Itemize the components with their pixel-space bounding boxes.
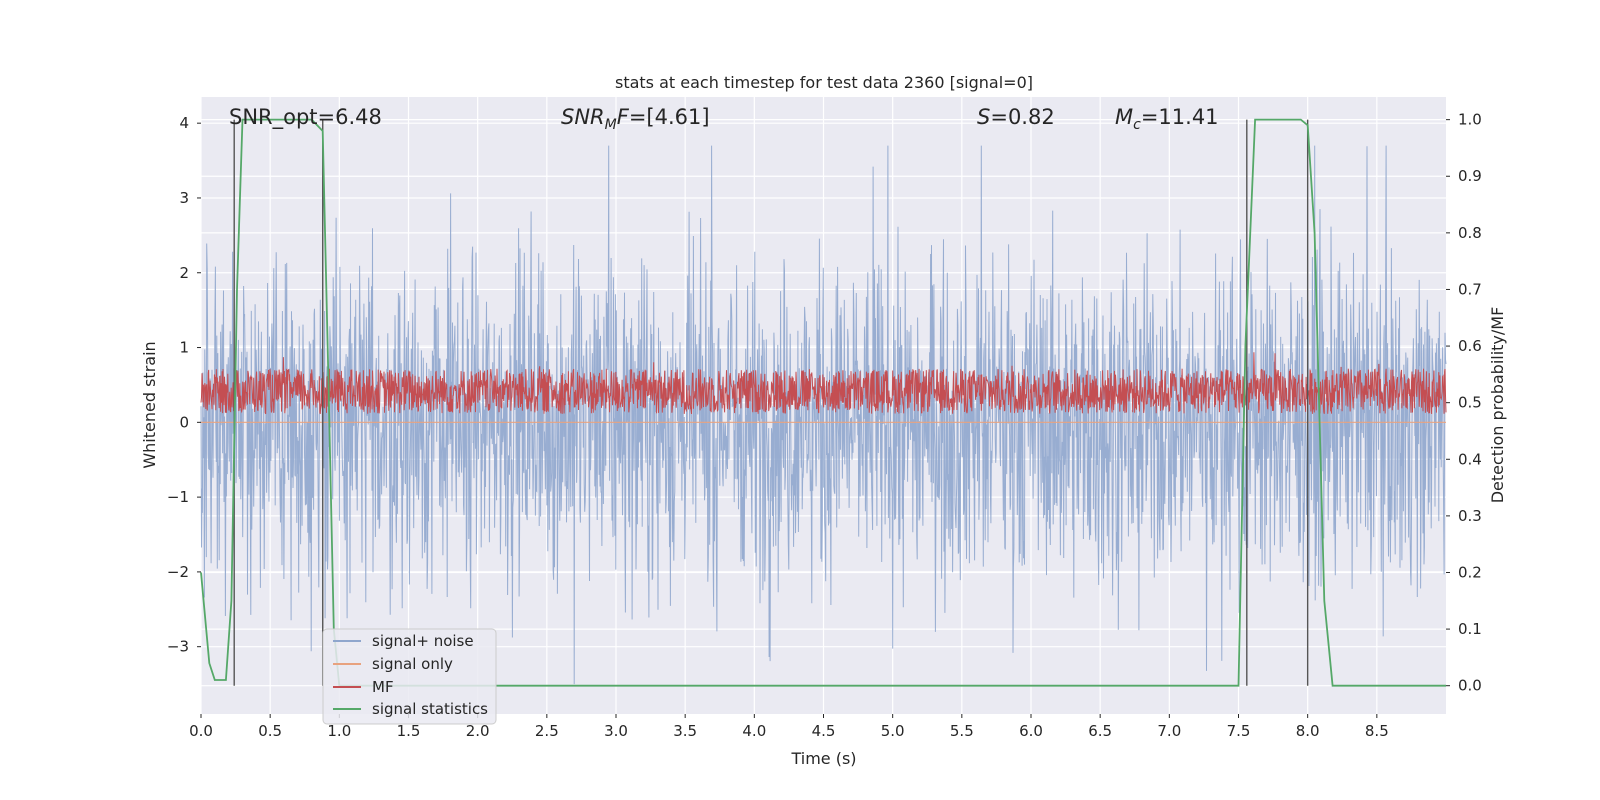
y-right-tick-label: 0.0 <box>1458 677 1482 695</box>
y-left-tick-label: 3 <box>179 189 189 207</box>
y-left-tick-label: 4 <box>179 114 189 132</box>
x-tick-label: 2.5 <box>535 722 559 740</box>
chart-title: stats at each timestep for test data 236… <box>615 73 1033 92</box>
x-tick-label: 2.0 <box>466 722 490 740</box>
x-tick-label: 0.5 <box>258 722 282 740</box>
x-tick-label: 3.5 <box>673 722 697 740</box>
y-left-tick-label: 1 <box>179 339 189 357</box>
mf-line <box>200 352 1447 415</box>
x-axis-label: Time (s) <box>790 749 856 768</box>
y-right-axis-label: Detection probability/MF <box>1488 307 1507 504</box>
annotation-s: S=0.82 <box>977 105 1055 129</box>
signal-noise-series <box>200 145 1447 685</box>
signal-noise-line <box>200 145 1447 685</box>
y-right-tick-label: 0.4 <box>1458 450 1482 468</box>
x-tick-label: 4.5 <box>812 722 836 740</box>
y-left-axis-ticks: 4 3 2 1 0 −1 −2 −3 <box>167 114 201 656</box>
x-tick-label: 8.0 <box>1296 722 1320 740</box>
x-axis-ticks: 0.0 0.5 1.0 1.5 2.0 2.5 3.0 3.5 4.0 4.5 5.0 5.5 6.0 6… <box>189 714 1389 740</box>
legend: signal+ noise signal only MF signal stat… <box>322 628 497 725</box>
annotation-snr-opt: SNR_opt=6.48 <box>229 105 382 130</box>
x-tick-label: 3.0 <box>604 722 628 740</box>
y-right-tick-label: 0.1 <box>1458 620 1482 638</box>
y-left-tick-label: 2 <box>179 264 189 282</box>
legend-label-noise: signal+ noise <box>372 632 474 650</box>
y-right-tick-label: 0.6 <box>1458 337 1482 355</box>
x-tick-label: 5.0 <box>881 722 905 740</box>
x-tick-label: 6.5 <box>1088 722 1112 740</box>
y-right-tick-label: 0.3 <box>1458 507 1482 525</box>
x-tick-label: 0.0 <box>189 722 213 740</box>
x-tick-label: 6.0 <box>1019 722 1043 740</box>
y-left-axis-label: Whitened strain <box>140 341 159 468</box>
x-tick-label: 1.0 <box>327 722 351 740</box>
y-right-tick-label: 0.9 <box>1458 167 1482 185</box>
y-left-tick-label: −2 <box>167 563 189 581</box>
y-right-tick-label: 1.0 <box>1458 111 1482 129</box>
x-tick-label: 7.0 <box>1157 722 1181 740</box>
legend-label-mf: MF <box>372 678 394 696</box>
y-right-axis-ticks: 1.0 0.9 0.8 0.7 0.6 0.5 0.4 0.3 0.2 0.1 0.0 <box>1446 111 1482 695</box>
y-right-tick-label: 0.8 <box>1458 224 1482 242</box>
annotation-snr-mf: SNRMF=[4.61] <box>561 105 710 133</box>
y-right-tick-label: 0.5 <box>1458 394 1482 412</box>
x-tick-label: 8.5 <box>1365 722 1389 740</box>
y-left-tick-label: −1 <box>167 488 189 506</box>
legend-box <box>322 628 497 725</box>
annotation-mc: Mc=11.41 <box>1115 105 1219 133</box>
x-tick-label: 7.5 <box>1227 722 1251 740</box>
y-left-tick-label: −3 <box>167 638 189 656</box>
legend-label-signal-only: signal only <box>372 655 453 673</box>
x-tick-label: 1.5 <box>397 722 421 740</box>
y-right-tick-label: 0.7 <box>1458 280 1482 298</box>
y-left-tick-label: 0 <box>179 413 189 431</box>
y-right-tick-label: 0.2 <box>1458 563 1482 581</box>
x-tick-label: 4.0 <box>742 722 766 740</box>
mf-series <box>200 352 1447 415</box>
x-tick-label: 5.5 <box>950 722 974 740</box>
legend-label-signal-statistics: signal statistics <box>372 700 488 718</box>
